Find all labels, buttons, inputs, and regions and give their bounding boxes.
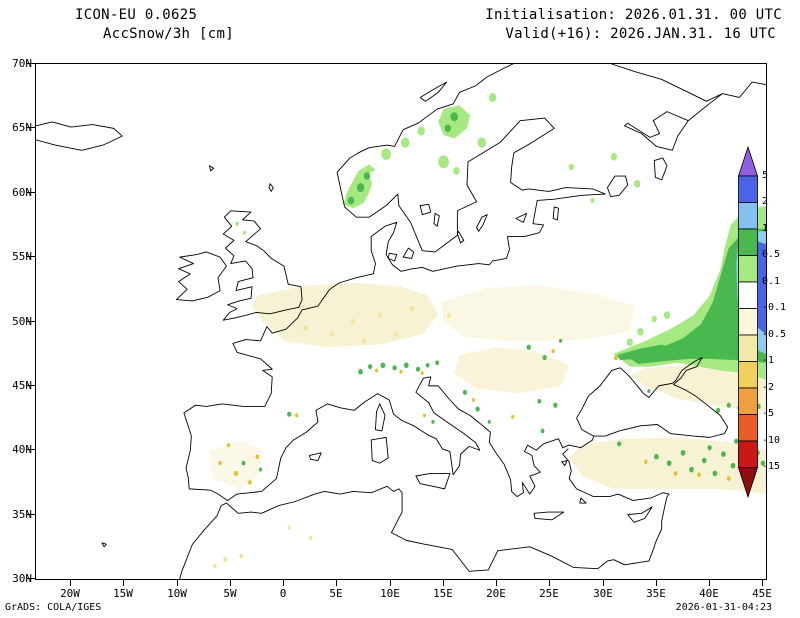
coast-mediterranean-blacksea <box>228 358 728 501</box>
axis-tick <box>27 385 35 386</box>
colorbar-segment <box>738 308 758 336</box>
colorbar-segment <box>738 255 758 283</box>
creation-timestamp: 2026-01-31-04:23 <box>675 602 772 613</box>
colorbar-arrow-bottom <box>737 467 759 499</box>
snow-overlay <box>209 92 766 569</box>
axis-tick <box>27 63 35 64</box>
coastlines <box>36 64 766 579</box>
lat-label: 70N <box>12 57 32 70</box>
axis-tick <box>27 256 35 257</box>
colorbar-label: -2 <box>762 382 775 393</box>
lon-label: 20W <box>60 587 80 600</box>
axis-tick <box>27 514 35 515</box>
valid-time: Valid(+16): 2026.JAN.31. 16 UTC <box>505 26 776 42</box>
lon-label: 15W <box>113 587 133 600</box>
lat-label: 35N <box>12 508 32 521</box>
lon-label: 40E <box>699 587 719 600</box>
colorbar-segment <box>738 361 758 389</box>
colorbar-label: -15 <box>762 461 781 472</box>
colorbar-segment <box>738 175 758 203</box>
axis-tick <box>27 449 35 450</box>
lon-label: 30E <box>593 587 613 600</box>
lon-label: 35E <box>646 587 666 600</box>
coast-atlantic-baltic-scandinavia <box>184 64 605 500</box>
colorbar-scale <box>737 146 759 499</box>
coast-britain <box>223 211 302 320</box>
colorbar-label: -0.5 <box>762 329 787 340</box>
model-title: ICON-EU 0.0625 <box>75 7 198 23</box>
axis-tick <box>762 579 763 586</box>
axis-tick <box>177 579 178 586</box>
init-time: Initialisation: 2026.01.31. 00 UTC <box>485 7 782 23</box>
lon-label: 10E <box>380 587 400 600</box>
colorbar-label: 5 <box>762 170 769 181</box>
coast-kola-kanin <box>420 64 766 121</box>
axis-tick <box>27 321 35 322</box>
lon-label: 0 <box>279 587 287 600</box>
europe-map <box>36 64 766 579</box>
lat-label: 55N <box>12 250 32 263</box>
cream-layer <box>209 282 766 495</box>
axis-tick <box>496 579 497 586</box>
lon-label: 45E <box>752 587 772 600</box>
colorbar-segment <box>738 440 758 468</box>
pale-yellow-specks <box>212 306 452 569</box>
lon-label: 25E <box>539 587 559 600</box>
axis-tick <box>230 579 231 586</box>
lat-label: 40N <box>12 443 32 456</box>
colorbar-label: 0.1 <box>762 276 781 287</box>
variable-title: AccSnow/3h [cm] <box>103 26 234 42</box>
lat-label: 50N <box>12 315 32 328</box>
axis-tick <box>70 579 71 586</box>
colorbar-arrow-top <box>737 146 759 177</box>
colorbar-segment <box>738 228 758 256</box>
colorbar-segment <box>738 334 758 362</box>
axis-tick <box>390 579 391 586</box>
axis-tick <box>27 578 35 579</box>
axis-tick <box>27 192 35 193</box>
axis-tick <box>549 579 550 586</box>
colorbar-label: -0.1 <box>762 302 787 313</box>
axis-tick <box>656 579 657 586</box>
lat-label: 45N <box>12 379 32 392</box>
lon-label: 5W <box>223 587 237 600</box>
coast-iceland <box>36 122 122 150</box>
axis-tick <box>336 579 337 586</box>
colorbar-segment <box>738 202 758 230</box>
map-frame <box>35 63 767 580</box>
coast-turkey-africa <box>180 449 670 579</box>
colorbar-segment <box>738 281 758 309</box>
colorbar-label: -1 <box>762 355 775 366</box>
colorbar-segment <box>738 414 758 442</box>
lon-label: 15E <box>433 587 453 600</box>
colorbar-label: -10 <box>762 435 781 446</box>
axis-tick <box>603 579 604 586</box>
axis-tick <box>123 579 124 586</box>
colorbar-label: -5 <box>762 408 775 419</box>
coast-lakes <box>420 112 688 227</box>
colorbar-label: 2 <box>762 196 769 207</box>
colorbar-label: 1 <box>762 223 769 234</box>
grads-credit: GrADS: COLA/IGES <box>5 602 102 613</box>
axis-tick <box>709 579 710 586</box>
lon-label: 5E <box>329 587 343 600</box>
coast-islands <box>102 166 652 547</box>
lat-label: 60N <box>12 186 32 199</box>
colorbar-label: 0.5 <box>762 249 781 260</box>
lon-label: 10W <box>167 587 187 600</box>
axis-tick <box>283 579 284 586</box>
coast-ireland <box>176 252 226 301</box>
axis-tick <box>443 579 444 586</box>
lat-label: 30N <box>12 572 32 585</box>
mid-green-layer <box>241 112 766 477</box>
lat-label: 65N <box>12 121 32 134</box>
axis-tick <box>27 127 35 128</box>
colorbar-segment <box>738 387 758 415</box>
lon-label: 20E <box>486 587 506 600</box>
colorbar <box>736 146 760 500</box>
